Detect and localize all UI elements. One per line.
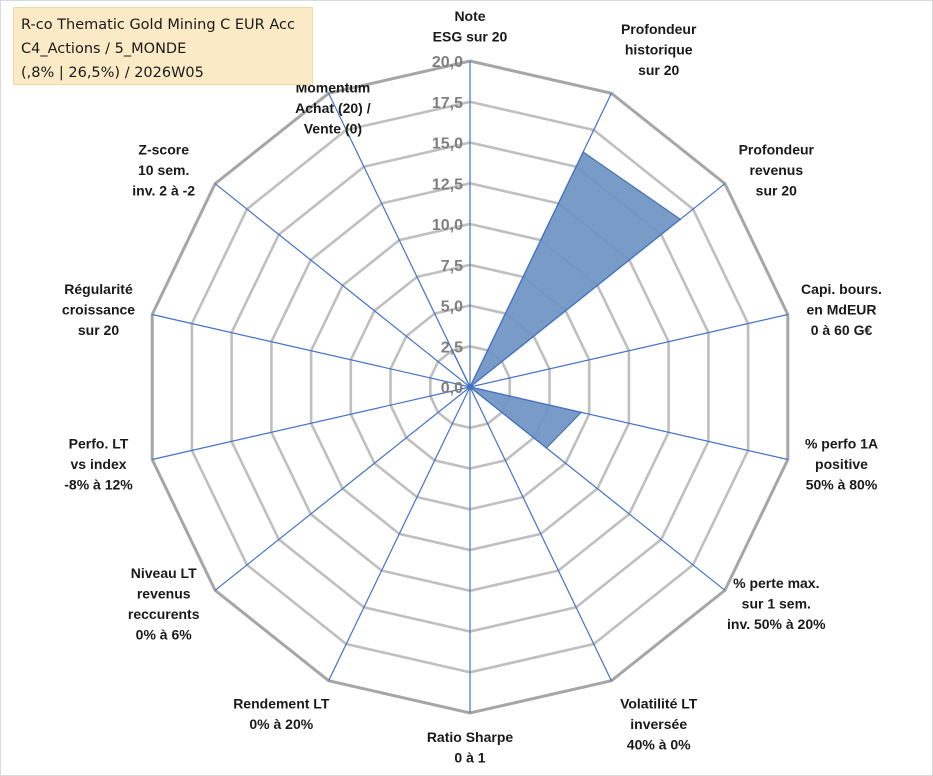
series-area [451, 151, 682, 449]
label-layer: Note ESG sur 20 Profondeur historique sur 20… [62, 8, 882, 766]
series-layer [451, 151, 682, 449]
axis-label-line: Ratio Sharpe [427, 729, 514, 745]
axis-label-line: 0% à 6% [136, 627, 193, 643]
axis-spoke [469, 93, 612, 388]
axis-label-line: historique [625, 42, 693, 58]
axis-label-line: Profondeur [621, 21, 697, 37]
tick-label: 17,5 [432, 95, 463, 112]
axis-label-line: croissance [62, 301, 135, 317]
axis-spoke [469, 386, 788, 461]
axis-label-line: Rendement LT [233, 696, 330, 712]
axis-label-line: Vente (0) [304, 121, 362, 137]
axis-label: % perte max. sur 1 sem. inv. 50% à 20% [727, 575, 826, 632]
axis-label-line: Note [454, 8, 485, 24]
axis-label-line: Capi. bours. [801, 281, 882, 297]
axis-label-line: 50% à 80% [806, 477, 878, 493]
axis-spoke [328, 93, 471, 388]
axis-label-line: Perfo. LT [69, 436, 129, 452]
axis-label-line: Achat (20) / [295, 100, 371, 116]
axis-label: Note ESG sur 20 [433, 8, 508, 45]
axis-label-line: 10 sem. [138, 162, 189, 178]
axis-label: Perfo. LT vs index -8% à 12% [64, 436, 133, 493]
axis-label: Niveau LT revenus reccurents 0% à 6% [128, 565, 200, 643]
axis-label-line: sur 20 [78, 322, 119, 338]
axis-label: Régularité croissance sur 20 [62, 281, 135, 338]
axis-spoke [328, 386, 471, 681]
axis-label-line: revenus [749, 162, 803, 178]
tick-label: 10,0 [432, 217, 463, 234]
axis-label-line: en MdEUR [807, 301, 877, 317]
axis-label-line: -8% à 12% [64, 477, 133, 493]
axis-label-line: inversée [630, 716, 687, 732]
axis-label-line: sur 1 sem. [742, 596, 811, 612]
axis-label-line: % perfo 1A [805, 436, 878, 452]
axis-label-line: % perte max. [733, 575, 819, 591]
axis-label-line: Momentum [296, 80, 371, 96]
axis-label: Profondeur historique sur 20 [621, 21, 697, 78]
axis-label-line: Volatilité LT [620, 696, 698, 712]
axis-spoke [469, 386, 612, 681]
axis-label: Z-score 10 sem. inv. 2 à -2 [132, 141, 195, 198]
tick-label: 5,0 [441, 299, 463, 316]
axis-label: Rendement LT 0% à 20% [233, 696, 330, 733]
axis-label: Volatilité LT inversée 40% à 0% [620, 696, 698, 753]
axis-label-line: revenus [137, 586, 191, 602]
axis-label-line: inv. 50% à 20% [727, 616, 826, 632]
axis-label: % perfo 1A positive 50% à 80% [805, 436, 878, 493]
fund-name: R-co Thematic Gold Mining C EUR Acc [21, 17, 295, 33]
axis-spoke [152, 313, 471, 388]
axis-label-line: 0% à 20% [249, 716, 313, 732]
axis-spoke [214, 183, 471, 388]
axis-label-line: reccurents [128, 606, 200, 622]
axis-label: Profondeur revenus sur 20 [739, 141, 815, 198]
tick-label: 20,0 [432, 54, 463, 71]
axis-label-line: 0 à 60 G€ [811, 322, 873, 338]
axis-label-line: vs index [70, 456, 126, 472]
axis-label-line: 40% à 0% [627, 737, 691, 753]
tick-label: 15,0 [432, 136, 463, 153]
axis-label-line: positive [815, 456, 868, 472]
axis-label-line: Niveau LT [131, 565, 197, 581]
tick-layer: 0,0 2,5 5,0 7,5 10,0 12,5 15,0 17,5 20,0 [432, 54, 463, 397]
axis-label-line: ESG sur 20 [433, 29, 508, 45]
fund-title-box: R-co Thematic Gold Mining C EUR Acc C4_A… [13, 7, 313, 85]
axis-spoke [469, 183, 726, 388]
axis-label-line: sur 20 [756, 182, 797, 198]
axis-label-line: Régularité [64, 281, 133, 297]
axis-label: Capi. bours. en MdEUR 0 à 60 G€ [801, 281, 882, 338]
tick-label: 0,0 [441, 380, 463, 397]
tick-label: 7,5 [441, 258, 463, 275]
axis-spoke [469, 313, 788, 388]
axis-spoke [214, 386, 471, 591]
axis-spoke [469, 386, 726, 591]
spoke-layer [152, 61, 788, 713]
axis-label-line: inv. 2 à -2 [132, 182, 195, 198]
fund-category: C4_Actions / 5_MONDE [21, 41, 187, 57]
axis-label-line: 0 à 1 [454, 750, 485, 766]
tick-label: 2,5 [441, 339, 463, 356]
axis-label-line: sur 20 [638, 62, 679, 78]
axis-label: Momentum Achat (20) / Vente (0) [295, 80, 371, 137]
fund-stats: (,8% | 26,5%) / 2026W05 [21, 65, 204, 81]
axis-label: Ratio Sharpe 0 à 1 [427, 729, 514, 766]
axis-spoke [152, 386, 471, 461]
axis-label-line: Profondeur [739, 141, 815, 157]
axis-label-line: Z-score [138, 141, 189, 157]
tick-label: 12,5 [432, 176, 463, 193]
